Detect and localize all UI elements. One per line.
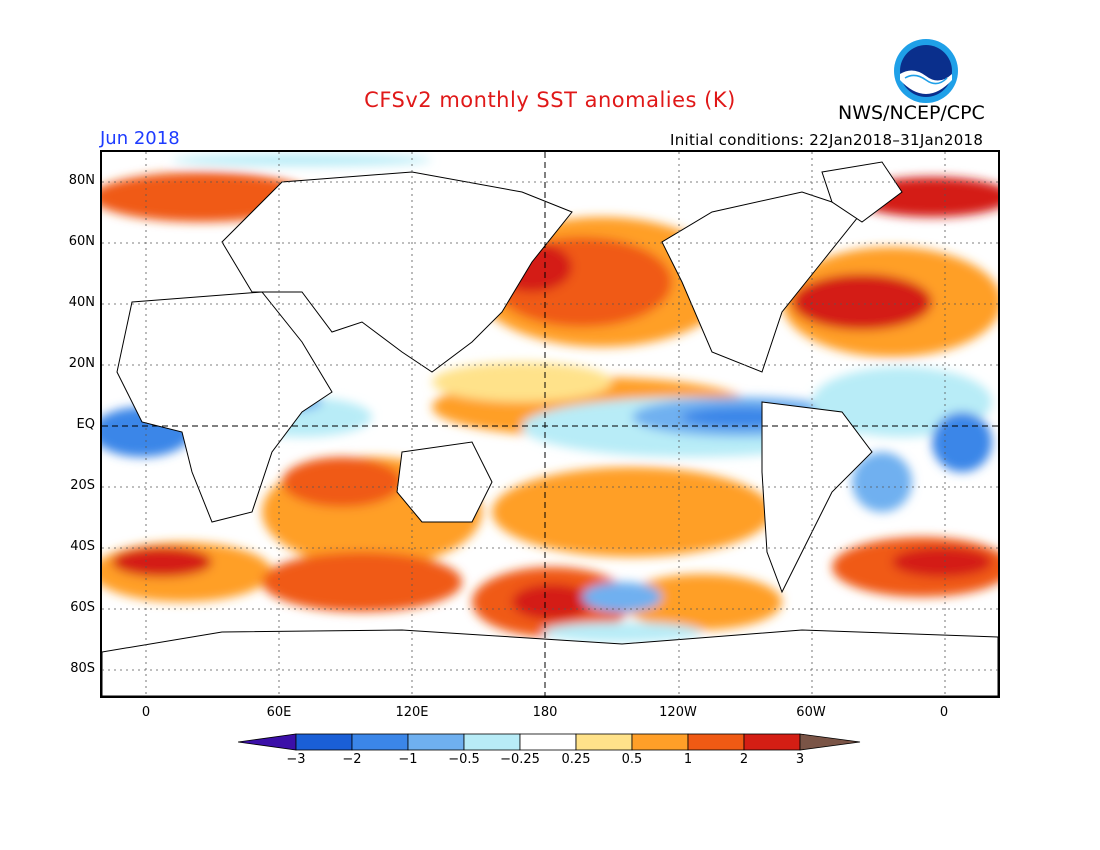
colorbar-bin: [519, 733, 577, 751]
map-canvas: [102, 152, 998, 696]
colorbar-label: 0.5: [621, 752, 643, 767]
forecast-month: Jun 2018: [100, 128, 180, 149]
colorbar-arrow-high: [799, 733, 861, 751]
lat-label: 40N: [68, 295, 95, 310]
graticule: [102, 152, 998, 696]
lat-label: 60S: [70, 600, 95, 615]
lat-label: EQ: [76, 417, 95, 432]
noaa-logo-icon: [894, 39, 958, 103]
sst-anomaly-map: [100, 150, 1000, 698]
colorbar-bin: [743, 733, 801, 751]
lat-label: 20S: [70, 478, 95, 493]
agency-label: NWS/NCEP/CPC: [838, 102, 985, 124]
lon-label: 60E: [266, 705, 292, 720]
lon-label: 120E: [395, 705, 429, 720]
colorbar-label: 0.25: [561, 752, 591, 767]
land-masses: [102, 161, 998, 696]
colorbar-label: 1: [683, 752, 693, 767]
lon-label: 120W: [659, 705, 697, 720]
colorbar-label: −2: [342, 752, 362, 767]
colorbar-label: 2: [739, 752, 749, 767]
lat-label: 60N: [68, 234, 95, 249]
equator-dateline: [102, 152, 998, 696]
colorbar-bin: [351, 733, 409, 751]
lon-label: 60W: [796, 705, 826, 720]
colorbar-bin: [295, 733, 353, 751]
colorbar-bin: [575, 733, 633, 751]
lat-label: 80N: [68, 173, 95, 188]
colorbar-label: −1: [398, 752, 418, 767]
colorbar-label: −0.25: [500, 752, 540, 767]
colorbar-bin: [463, 733, 521, 751]
colorbar-bin: [631, 733, 689, 751]
colorbar-arrow-low: [238, 733, 297, 751]
lon-label: 0: [141, 705, 151, 720]
colorbar-bin: [407, 733, 465, 751]
colorbar-label: −3: [286, 752, 306, 767]
map-title: CFSv2 monthly SST anomalies (K): [364, 88, 736, 112]
colorbar-label: −0.5: [448, 752, 480, 767]
lat-label: 40S: [70, 539, 95, 554]
lon-label: 0: [939, 705, 949, 720]
colorbar-label: 3: [795, 752, 805, 767]
lat-label: 80S: [70, 661, 95, 676]
initial-conditions: Initial conditions: 22Jan2018–31Jan2018: [670, 131, 984, 149]
colorbar-bin: [687, 733, 745, 751]
colorbar: [238, 733, 861, 751]
lon-label: 180: [532, 705, 558, 720]
lat-label: 20N: [68, 356, 95, 371]
